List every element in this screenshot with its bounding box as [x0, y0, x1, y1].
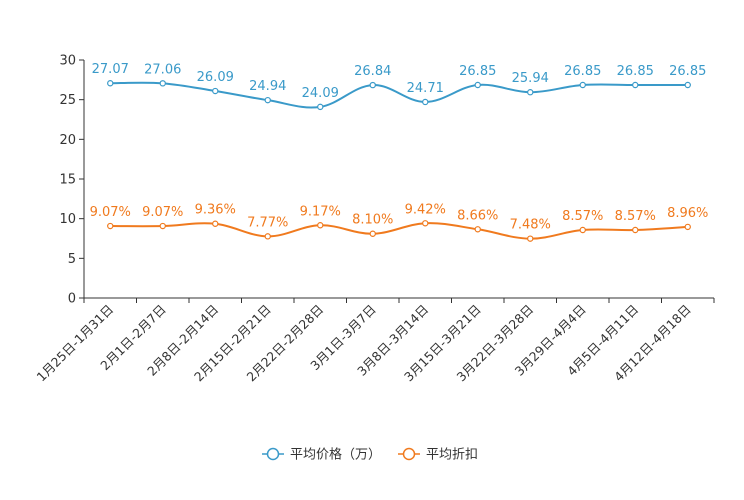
- data-label: 26.84: [354, 64, 391, 79]
- data-point: [527, 89, 534, 96]
- data-point: [212, 220, 219, 227]
- data-point: [212, 87, 219, 95]
- data-point: [317, 222, 324, 229]
- data-point: [317, 103, 324, 111]
- data-point: [422, 220, 429, 227]
- data-label: 26.85: [459, 64, 496, 79]
- data-point: [579, 81, 586, 89]
- data-label: 7.48%: [510, 218, 551, 233]
- legend-marker-icon: [266, 447, 280, 461]
- data-point: [579, 226, 586, 234]
- series-1: 27.07 27.06 26.09 24.94 24.09 26.84 24.71 26.85…: [92, 62, 706, 111]
- data-label: 24.71: [407, 81, 444, 96]
- legend-label: 平均折扣: [426, 448, 478, 463]
- data-point: [369, 81, 376, 89]
- data-point: [264, 233, 271, 240]
- data-point: [369, 230, 376, 237]
- data-point: [107, 80, 114, 87]
- data-label: 25.94: [512, 71, 549, 86]
- data-label: 27.07: [92, 62, 129, 77]
- data-point: [107, 222, 114, 230]
- series-layer: 27.07 27.06 26.09 24.94 24.09 26.84 24.71 26.85…: [90, 62, 708, 242]
- data-label: 8.66%: [457, 208, 498, 223]
- y-tick-label: 20: [59, 133, 76, 148]
- y-tick-label: 30: [59, 54, 76, 69]
- data-point: [684, 223, 691, 231]
- data-label: 8.57%: [615, 209, 656, 224]
- data-label: 26.85: [564, 64, 601, 79]
- data-point: [684, 81, 691, 89]
- data-label: 8.10%: [352, 213, 393, 228]
- data-label: 24.94: [249, 79, 286, 94]
- data-point: [632, 226, 639, 234]
- y-tick-label: 5: [68, 252, 76, 267]
- data-point: [527, 235, 534, 242]
- y-tick-label: 15: [59, 173, 76, 188]
- data-label: 9.07%: [90, 205, 131, 220]
- data-point: [474, 226, 481, 233]
- x-category-label: 1月25日-1月31日: [33, 302, 116, 385]
- series-2: 9.07% 9.07% 9.36% 7.77% 9.17% 8.10% 9.42% 8.66%…: [90, 202, 708, 242]
- y-tick-label: 25: [59, 93, 76, 108]
- data-point: [264, 96, 271, 104]
- data-label: 9.36%: [195, 203, 236, 218]
- data-point: [632, 81, 639, 89]
- data-point: [159, 80, 166, 87]
- legend-item-2[interactable]: 平均折扣: [398, 448, 478, 463]
- data-label: 26.85: [617, 64, 654, 79]
- series-line: [110, 222, 688, 240]
- data-label: 24.09: [302, 86, 339, 101]
- y-tick-label: 10: [59, 212, 76, 227]
- data-label: 7.77%: [247, 215, 288, 230]
- data-label: 9.42%: [405, 202, 446, 217]
- series-line: [110, 81, 688, 109]
- data-point: [474, 81, 481, 89]
- legend-marker-icon: [402, 447, 416, 461]
- data-label: 26.09: [197, 70, 234, 85]
- legend-item-1[interactable]: 平均价格（万）: [262, 447, 381, 463]
- data-point: [422, 98, 429, 106]
- data-label: 26.85: [669, 64, 706, 79]
- data-label: 9.17%: [300, 204, 341, 219]
- y-tick-label: 0: [68, 292, 76, 307]
- data-point: [159, 222, 166, 230]
- legend[interactable]: 平均价格（万） 平均折扣: [262, 447, 478, 463]
- data-label: 8.57%: [562, 209, 603, 224]
- data-label: 9.07%: [142, 205, 183, 220]
- data-label: 8.96%: [667, 206, 708, 221]
- data-label: 27.06: [144, 62, 181, 77]
- legend-label: 平均价格（万）: [290, 447, 381, 463]
